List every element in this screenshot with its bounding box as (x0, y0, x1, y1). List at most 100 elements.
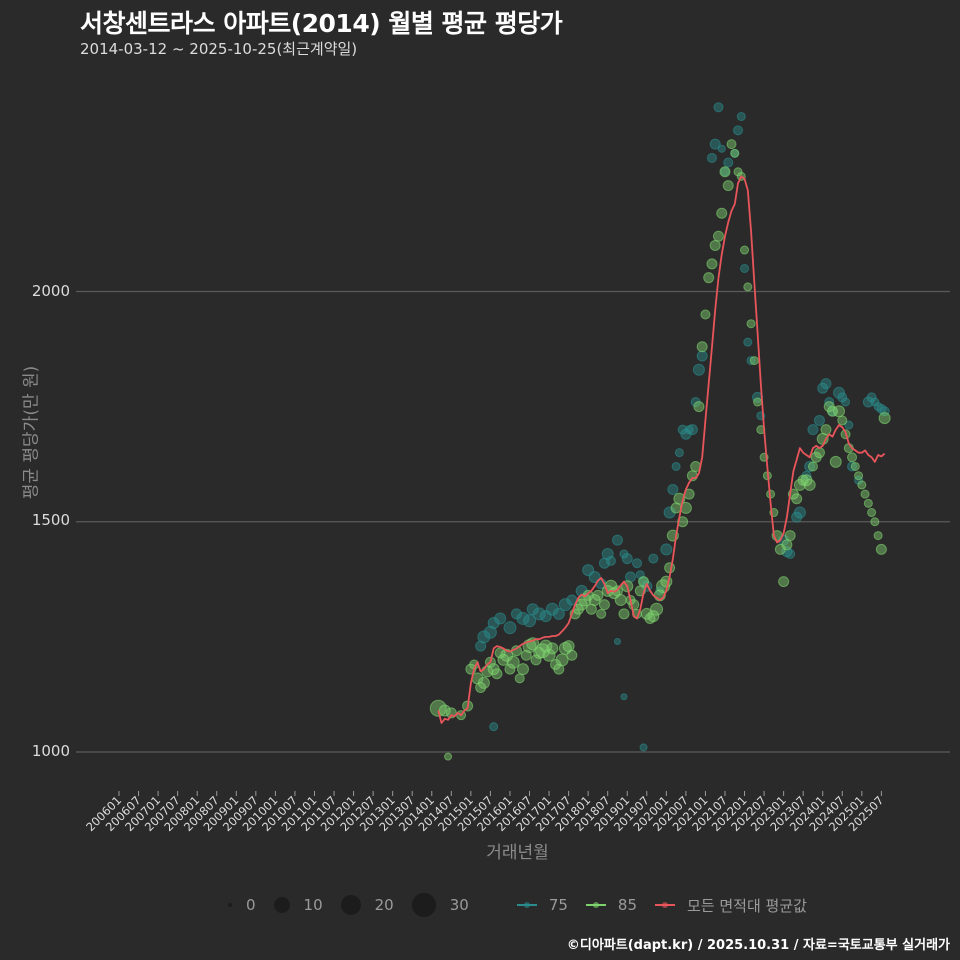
data-point-75 (674, 448, 684, 458)
data-point-75 (793, 506, 806, 519)
data-point-75 (736, 112, 746, 122)
chart-title: 서창센트라스 아파트(2014) 월별 평균 평당가 (80, 9, 563, 38)
data-point-85 (873, 531, 883, 541)
data-point-75 (503, 621, 517, 635)
data-point-85 (820, 424, 832, 436)
data-point-85 (712, 230, 724, 242)
legend-label: 모든 면적대 평균값 (687, 896, 807, 915)
data-point-85 (566, 649, 578, 661)
data-point-85 (477, 676, 490, 689)
data-point-75 (813, 414, 825, 426)
data-point-85 (429, 699, 447, 717)
data-point-75 (605, 555, 616, 566)
legend-size-30: 30 (411, 893, 469, 917)
data-point-75 (743, 337, 753, 347)
data-point-75 (532, 607, 546, 621)
y-axis-label: 평균 평당가(만 원) (21, 365, 42, 500)
data-point-85 (647, 610, 660, 623)
data-point-75 (696, 350, 708, 362)
legend-size-0: 0 (226, 896, 256, 914)
data-point-85 (703, 272, 715, 284)
legend-size-10: 10 (273, 896, 323, 914)
y-tick-1500: 1500 (31, 511, 70, 529)
data-point-85 (740, 245, 750, 255)
size-dot-icon (228, 903, 232, 907)
legend-label: 75 (548, 896, 568, 914)
data-point-75 (477, 630, 491, 644)
data-point-75 (648, 553, 659, 564)
legend-size-20: 20 (340, 895, 394, 915)
data-point-75 (841, 397, 851, 407)
data-point-85 (592, 589, 604, 601)
data-point-85 (722, 180, 734, 192)
line-swatch-icon (585, 902, 606, 908)
size-dot-icon (273, 897, 290, 913)
data-point-85 (546, 642, 559, 655)
data-point-75 (483, 625, 497, 639)
data-point-75 (632, 558, 643, 569)
data-point-75 (613, 637, 621, 645)
data-point-85 (650, 602, 664, 616)
data-point-85 (730, 148, 740, 158)
data-point-85 (875, 543, 887, 555)
data-point-85 (444, 752, 453, 761)
data-point-85 (618, 608, 630, 620)
data-point-85 (867, 508, 877, 518)
data-point-75 (785, 548, 796, 559)
y-tick-1000: 1000 (31, 742, 70, 760)
data-point-75 (588, 571, 601, 584)
line-swatch-icon (655, 902, 676, 908)
data-point-75 (487, 617, 500, 630)
data-point-85 (778, 576, 790, 588)
data-point-85 (847, 452, 858, 463)
data-point-85 (733, 167, 743, 177)
size-dot-icon (411, 893, 436, 917)
data-point-75 (833, 386, 846, 399)
x-axis-label: 거래년월 (486, 843, 549, 863)
data-point-85 (829, 455, 842, 468)
data-point-75 (740, 263, 750, 273)
data-point-75 (807, 424, 819, 436)
data-point-75 (746, 356, 756, 366)
data-point-75 (523, 614, 537, 628)
data-point-85 (784, 530, 796, 542)
data-point-85 (553, 663, 565, 675)
data-point-75 (639, 743, 648, 752)
legend-label: 30 (449, 896, 469, 914)
data-point-85 (753, 397, 763, 407)
data-point-85 (596, 608, 607, 619)
line-swatch-icon (516, 902, 537, 908)
data-point-75 (660, 543, 673, 556)
data-point-85 (504, 663, 516, 675)
data-point-85 (850, 461, 860, 471)
data-point-75 (804, 460, 816, 472)
data-point-85 (781, 539, 793, 551)
data-point-85 (491, 668, 503, 680)
data-point-75 (667, 484, 679, 496)
legend-label: 0 (246, 896, 256, 914)
data-point-75 (494, 612, 507, 625)
data-point-85 (791, 493, 803, 505)
data-point-75 (510, 608, 522, 620)
data-point-75 (611, 534, 623, 546)
data-point-85 (693, 401, 705, 413)
average-line (437, 175, 886, 724)
data-point-85 (516, 663, 529, 676)
data-point-85 (514, 673, 525, 684)
legend-label: 20 (374, 896, 394, 914)
data-point-75 (545, 602, 559, 616)
data-point-85 (749, 356, 759, 366)
data-point-85 (438, 704, 451, 717)
data-point-75 (620, 693, 628, 701)
data-point-75 (733, 125, 744, 136)
data-point-85 (833, 405, 846, 418)
data-point-85 (716, 207, 728, 219)
data-point-85 (827, 405, 839, 417)
data-point-85 (555, 653, 569, 667)
source-footer: ©디아파트(dapt.kr) / 2025.10.31 / 자료=국토교통부 실… (566, 938, 950, 953)
data-point-75 (720, 167, 730, 177)
data-point-85 (700, 309, 711, 320)
data-point-85 (746, 319, 756, 329)
data-point-75 (706, 152, 717, 163)
